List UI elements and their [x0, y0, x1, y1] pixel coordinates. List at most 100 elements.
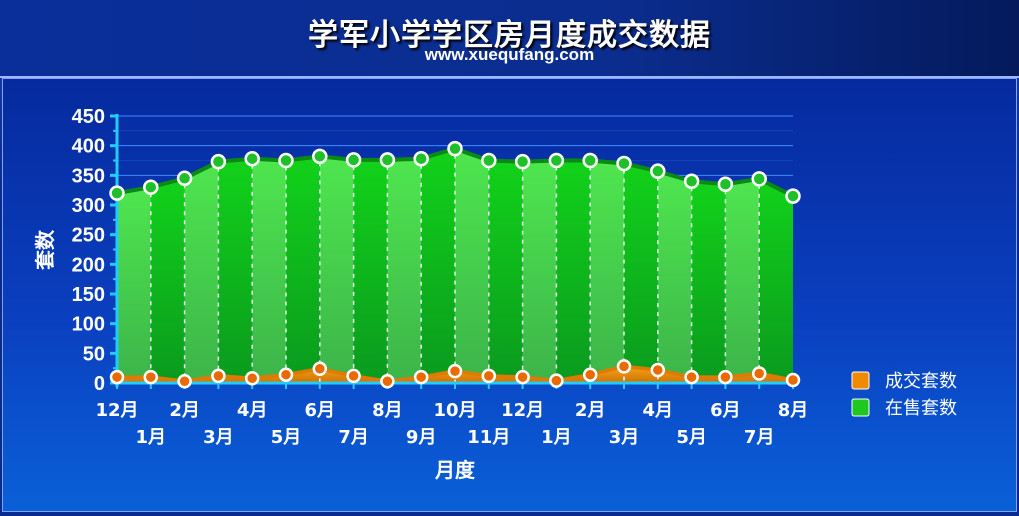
y-tick-label: 250: [72, 225, 105, 247]
point-成交套数: [380, 373, 395, 389]
point-在售套数: [548, 152, 565, 169]
point-在售套数: [481, 152, 497, 169]
x-tick-label: 12月: [501, 400, 544, 421]
series-band-在售套数: [421, 148, 455, 383]
point-成交套数: [278, 367, 294, 382]
series-band-在售套数: [184, 161, 219, 383]
data-points: [109, 140, 801, 389]
point-成交套数: [650, 362, 666, 378]
chart-title: 学军小学学区房月度成交数据: [308, 18, 711, 53]
point-成交套数: [312, 361, 328, 377]
point-成交套数: [684, 369, 699, 385]
point-在售套数: [447, 140, 463, 157]
point-成交套数: [244, 371, 260, 386]
point-在售套数: [751, 171, 767, 187]
x-tick-label: 3月: [609, 427, 640, 448]
point-成交套数: [346, 368, 361, 384]
point-成交套数: [718, 369, 733, 385]
x-tick-label: 2月: [169, 400, 200, 421]
y-axis-label: 套数: [33, 229, 57, 270]
y-tick-label: 400: [72, 136, 105, 158]
point-在售套数: [312, 148, 328, 165]
x-tick-label: 11月: [467, 427, 510, 448]
series-band-在售套数: [759, 178, 793, 383]
x-tick-label: 4月: [237, 400, 268, 421]
series-band-在售套数: [387, 158, 422, 383]
x-tick-label: 9月: [406, 427, 437, 448]
legend-swatch: [851, 371, 870, 390]
x-tick-label: 1月: [541, 427, 572, 448]
point-在售套数: [683, 173, 700, 190]
point-在售套数: [176, 170, 193, 187]
point-在售套数: [143, 179, 159, 195]
series-band-在售套数: [590, 160, 624, 383]
series-band-在售套数: [286, 156, 320, 383]
series-areas: [116, 146, 794, 383]
y-tick-label: 300: [72, 195, 105, 217]
series-band-在售套数: [691, 181, 726, 383]
x-tick-label: 6月: [710, 400, 741, 421]
x-tick-label: 12月: [95, 400, 138, 421]
y-tick-label: 100: [72, 314, 105, 336]
point-在售套数: [650, 163, 666, 179]
point-在售套数: [582, 152, 598, 169]
point-在售套数: [345, 152, 362, 168]
series-band-在售套数: [319, 156, 354, 383]
x-tick-label: 10月: [433, 400, 476, 421]
series-band-在售套数: [455, 148, 489, 383]
series-band-在售套数: [657, 171, 692, 383]
y-tick-label: 200: [72, 254, 105, 276]
point-成交套数: [582, 367, 598, 382]
x-tick-label: 8月: [778, 400, 809, 421]
x-tick-label: 7月: [744, 427, 775, 448]
x-tick-label: 5月: [271, 427, 302, 448]
x-tick-label: 5月: [676, 427, 707, 448]
point-在售套数: [210, 153, 227, 170]
legend-label: 在售套数: [885, 398, 957, 419]
legend-label: 成交套数: [885, 371, 957, 392]
point-成交套数: [109, 369, 125, 385]
series-band-在售套数: [218, 158, 253, 383]
point-在售套数: [278, 152, 294, 169]
y-tick-label: 150: [72, 284, 105, 306]
y-tick-label: 50: [83, 343, 105, 365]
series-band-在售套数: [150, 178, 185, 383]
chart-subtitle: www.xuequfang.com: [424, 45, 595, 64]
x-tick-label: 2月: [575, 400, 606, 421]
point-成交套数: [751, 366, 767, 381]
series-band-在售套数: [488, 160, 523, 383]
x-tick-label: 6月: [305, 400, 336, 421]
series-band-在售套数: [725, 178, 760, 383]
point-在售套数: [244, 150, 260, 167]
point-在售套数: [785, 188, 801, 204]
x-axis-label: 月度: [434, 458, 476, 482]
series-band-在售套数: [252, 158, 286, 383]
point-在售套数: [379, 152, 396, 168]
y-tick-label: 0: [94, 373, 105, 395]
point-在售套数: [616, 155, 632, 172]
x-tick-label: 7月: [338, 427, 369, 448]
point-成交套数: [143, 369, 159, 385]
y-tick-label: 450: [72, 106, 105, 128]
series-band-在售套数: [353, 159, 388, 383]
x-tick-label: 8月: [372, 400, 403, 421]
point-成交套数: [785, 372, 801, 388]
x-tick-label: 3月: [203, 427, 234, 448]
series-band-在售套数: [117, 187, 151, 383]
x-tick-label: 4月: [643, 400, 674, 421]
series-band-在售套数: [624, 163, 658, 383]
legend-swatch: [851, 398, 870, 417]
point-成交套数: [177, 373, 192, 389]
y-tick-label: 350: [72, 165, 105, 187]
point-成交套数: [481, 368, 497, 384]
point-在售套数: [514, 153, 531, 170]
point-在售套数: [717, 176, 734, 192]
point-在售套数: [109, 185, 125, 201]
series-band-在售套数: [556, 160, 591, 383]
chart-header: 学军小学学区房月度成交数据 www.xuequfang.com: [0, 0, 1019, 78]
point-成交套数: [447, 363, 463, 379]
point-成交套数: [211, 368, 226, 384]
point-成交套数: [616, 359, 632, 374]
